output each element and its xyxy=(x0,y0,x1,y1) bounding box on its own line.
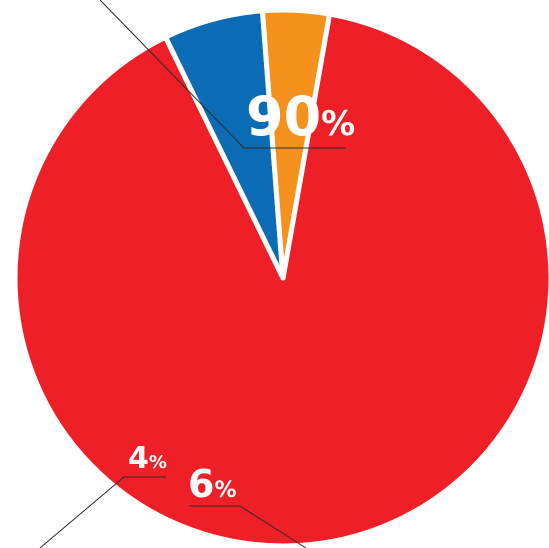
leader-line-slice-4 xyxy=(39,476,166,548)
leader-line-slice-6 xyxy=(189,505,307,548)
label-slice-90: 90% xyxy=(246,85,355,148)
pie-slices xyxy=(12,7,549,548)
leader-lines xyxy=(39,0,346,548)
label-slice-4: 4% xyxy=(128,441,167,476)
slice-labels: 90% 6% 4% xyxy=(128,85,355,506)
label-slice-6: 6% xyxy=(188,462,237,506)
slice-4 xyxy=(259,7,333,281)
leader-line-slice-90 xyxy=(99,0,346,149)
